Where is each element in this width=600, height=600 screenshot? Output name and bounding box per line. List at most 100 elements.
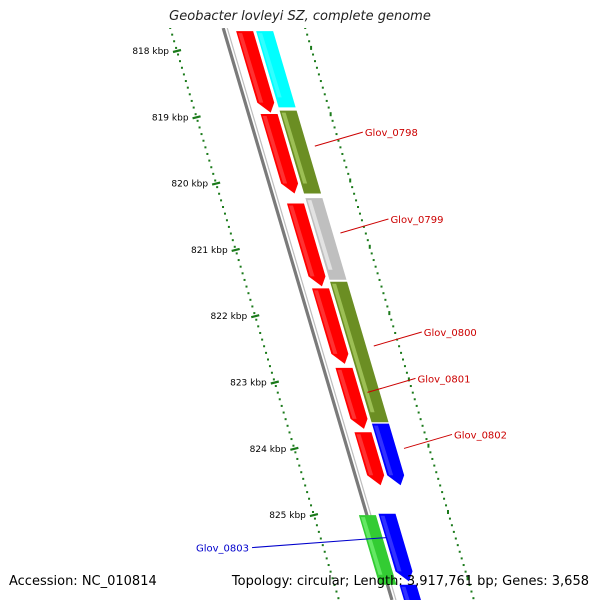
outer-ruler-dot — [421, 424, 424, 427]
gene-label[interactable]: Glov_0800 — [424, 328, 477, 339]
ruler-dot — [304, 484, 307, 487]
outer-ruler-dot — [374, 265, 377, 268]
ruler-dot — [257, 325, 260, 328]
ruler-dot — [210, 166, 213, 169]
outer-ruler-dot — [353, 192, 356, 195]
outer-ruler-dot — [435, 471, 438, 474]
outer-ruler-dot — [425, 438, 428, 441]
ruler-dot — [169, 28, 172, 29]
ruler-dot — [302, 477, 305, 480]
outer-ruler-dot — [466, 576, 469, 581]
ruler-dot — [177, 53, 180, 56]
ruler-dot — [182, 73, 185, 76]
ruler-dot — [300, 471, 303, 474]
outer-ruler-dot — [325, 99, 328, 102]
ruler-dot — [214, 179, 217, 182]
outer-ruler-dot — [448, 517, 451, 520]
ruler-label: 823 kbp — [230, 379, 267, 389]
ruler-dot — [270, 371, 273, 374]
ruler-label: 819 kbp — [152, 113, 189, 123]
outer-ruler-dot — [443, 497, 446, 500]
ruler-dot — [171, 33, 174, 36]
ruler-tick — [270, 380, 280, 385]
outer-ruler-dot — [454, 537, 457, 540]
ruler-tick — [309, 513, 319, 518]
ruler-dot — [337, 597, 340, 600]
gene-label[interactable]: Glov_0801 — [417, 374, 470, 385]
gene-label[interactable]: Glov_0802 — [454, 430, 507, 441]
outer-ruler-dot — [382, 292, 385, 295]
outer-ruler-dot — [364, 232, 367, 235]
ruler-dot — [272, 378, 275, 381]
ruler-dot — [290, 438, 293, 441]
outer-ruler-dot — [419, 418, 422, 421]
outer-ruler-dot — [372, 259, 375, 262]
outer-ruler-dot — [390, 318, 393, 321]
ruler-dot — [225, 219, 228, 222]
outer-ruler-dot — [446, 509, 449, 514]
ruler-tick — [290, 446, 299, 451]
gene-feature-highlight — [373, 425, 394, 476]
label-leader — [314, 131, 363, 147]
ruler-dot — [280, 404, 283, 407]
ruler-tick — [250, 314, 260, 319]
label-leader — [367, 377, 416, 393]
ruler-dot — [245, 285, 248, 288]
ruler-dot — [212, 172, 215, 175]
outer-ruler-dot — [355, 199, 358, 202]
ruler-dot — [253, 312, 256, 315]
outer-ruler-dot — [304, 28, 307, 29]
ruler-dot — [310, 504, 313, 507]
ruler-dot — [251, 305, 254, 308]
outer-ruler-dot — [347, 172, 350, 175]
outer-ruler-dot — [370, 252, 373, 255]
outer-ruler-dot — [368, 244, 371, 249]
outer-ruler-dot — [331, 119, 334, 122]
ruler-dot — [313, 517, 316, 520]
ruler-dot — [282, 411, 285, 414]
ruler-dot — [198, 126, 201, 129]
ruler-dot — [274, 385, 277, 388]
ruler-dot — [278, 398, 281, 401]
outer-ruler-dot — [358, 212, 361, 215]
gene-label[interactable]: Glov_0798 — [365, 128, 418, 139]
label-leader — [340, 218, 389, 234]
outer-ruler-dot — [456, 544, 459, 547]
outer-ruler-dot — [386, 305, 389, 308]
ruler-dot — [259, 331, 262, 334]
outer-ruler-dot — [357, 206, 360, 209]
gene-label[interactable]: Glov_0799 — [390, 215, 443, 226]
outer-ruler-dot — [394, 331, 397, 334]
outer-ruler-dot — [323, 93, 326, 96]
outer-ruler-dot — [427, 443, 430, 448]
ruler-dot — [208, 159, 211, 162]
outer-ruler-dot — [460, 557, 463, 560]
outer-ruler-dot — [445, 504, 448, 507]
outer-ruler-dot — [464, 570, 467, 573]
ruler-dot — [296, 457, 299, 460]
backbone-line-outer — [226, 28, 397, 600]
ruler-dot — [235, 252, 238, 255]
gene-feature-highlight — [238, 33, 264, 103]
outer-ruler-dot — [376, 272, 379, 275]
gene-feature-highlight — [307, 200, 333, 270]
ruler-dot — [255, 318, 258, 321]
gene-label[interactable]: Glov_0803 — [196, 544, 249, 555]
ruler-dot — [190, 99, 193, 102]
ruler-tick — [231, 247, 240, 252]
outer-ruler-dot — [392, 325, 395, 328]
ruler-dot — [333, 583, 336, 586]
outer-ruler-dot — [409, 385, 412, 388]
outer-ruler-dot — [415, 404, 418, 407]
gene-feature-highlight — [337, 369, 357, 419]
outer-ruler-dot — [343, 159, 346, 162]
outer-ruler-dot — [335, 133, 338, 136]
outer-ruler-dot — [310, 45, 313, 50]
ruler-dot — [243, 278, 246, 281]
outer-ruler-dot — [441, 491, 444, 494]
outer-ruler-dot — [337, 139, 340, 142]
ruler-label: 818 kbp — [132, 47, 169, 57]
outer-ruler-dot — [470, 590, 473, 593]
outer-ruler-dot — [339, 146, 342, 149]
